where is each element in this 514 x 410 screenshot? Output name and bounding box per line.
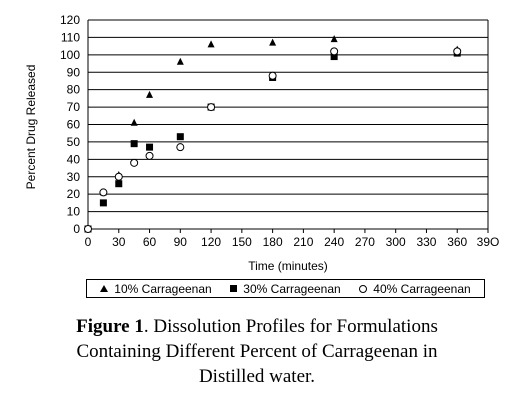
x-tick-label: 270 <box>355 235 375 249</box>
legend-item-30: 30% Carrageenan <box>230 281 341 296</box>
legend-label-30: 30% Carrageenan <box>243 281 341 296</box>
square-point <box>130 140 138 148</box>
square-point <box>115 180 123 188</box>
legend-item-40: 40% Carrageenan <box>359 281 471 296</box>
caption-line-3: Distilled water. <box>198 366 316 387</box>
square-point <box>99 199 107 207</box>
circle-point <box>145 151 154 160</box>
triangle-point <box>207 40 215 48</box>
chart: 0 10 20 30 40 50 60 70 80 90 100 110 120 0 30 60 90 120 15… <box>24 13 499 298</box>
y-tick-label: 40 <box>67 152 81 166</box>
x-tick-label: 240 <box>324 235 344 249</box>
y-tick-label: 20 <box>67 187 81 201</box>
y-tick-label: 60 <box>67 118 81 132</box>
triangle-point <box>176 57 184 65</box>
x-tick-label: 0 <box>85 235 92 249</box>
circle-point <box>207 103 216 112</box>
y-tick-label: 120 <box>60 13 80 27</box>
x-tick-label: 180 <box>263 235 283 249</box>
y-tick-label: 30 <box>67 170 81 184</box>
x-tick-label: 90 <box>174 235 188 249</box>
chart-svg: 0 10 20 30 40 50 60 70 80 90 100 110 120 0 30 60 90 120 15… <box>24 13 499 273</box>
caption-line-2: Containing Different Percent of Carragee… <box>76 341 438 362</box>
x-tick-label: 60 <box>143 235 157 249</box>
x-tick-label: 360 <box>447 235 467 249</box>
x-tick-label: 39O <box>477 235 500 249</box>
x-tick-label: 30 <box>112 235 126 249</box>
y-tick-label: 100 <box>60 48 80 62</box>
x-tick-label: 210 <box>293 235 313 249</box>
x-tick-label: 330 <box>416 235 436 249</box>
square-marker-icon <box>230 285 238 292</box>
caption-line-1: Figure 1. Dissolution Profiles for Formu… <box>0 314 514 339</box>
circle-point <box>114 172 123 181</box>
marks-layer <box>84 35 462 233</box>
y-axis-title: Percent Drug Released <box>24 65 38 190</box>
y-tick-label: 70 <box>67 100 81 114</box>
grid-layer <box>88 19 488 213</box>
x-tick-label: 300 <box>386 235 406 249</box>
square-point <box>146 143 154 151</box>
y-tick-label: 90 <box>67 65 81 79</box>
labels-layer: 0 10 20 30 40 50 60 70 80 90 100 110 120 0 30 60 90 120 15… <box>60 13 499 249</box>
y-tick-label: 10 <box>67 205 81 219</box>
square-point <box>330 53 338 61</box>
circle-point <box>99 188 108 197</box>
circle-point <box>268 71 277 80</box>
legend: 10% Carrageenan 30% Carrageenan 40% Carr… <box>86 279 485 298</box>
circle-marker-icon <box>359 284 368 293</box>
y-tick-label: 0 <box>73 222 80 236</box>
y-tick-label: 80 <box>67 83 81 97</box>
figure-caption: Figure 1. Dissolution Profiles for Formu… <box>0 314 514 389</box>
circle-point <box>330 47 339 56</box>
circle-point <box>130 158 139 167</box>
legend-label-40: 40% Carrageenan <box>373 281 471 296</box>
caption-line-1-text: . Dissolution Profiles for Formulations <box>143 316 438 337</box>
legend-label-10: 10% Carrageenan <box>114 281 212 296</box>
circle-point <box>453 47 462 56</box>
legend-item-10: 10% Carrageenan <box>100 281 212 296</box>
circle-point <box>176 143 185 152</box>
x-tick-label: 150 <box>232 235 252 249</box>
triangle-point <box>330 35 338 43</box>
triangle-point <box>269 38 277 46</box>
triangle-point <box>146 90 154 98</box>
x-tick-label: 120 <box>201 235 221 249</box>
circle-point <box>84 225 92 233</box>
y-tick-label: 50 <box>67 135 81 149</box>
x-axis-title: Time (minutes) <box>248 259 328 273</box>
triangle-marker-icon <box>100 285 109 292</box>
triangle-point <box>130 118 138 126</box>
y-tick-label: 110 <box>61 30 80 44</box>
caption-figure-label: Figure 1 <box>76 316 144 337</box>
axis-layer <box>87 20 489 233</box>
square-point <box>176 133 184 141</box>
